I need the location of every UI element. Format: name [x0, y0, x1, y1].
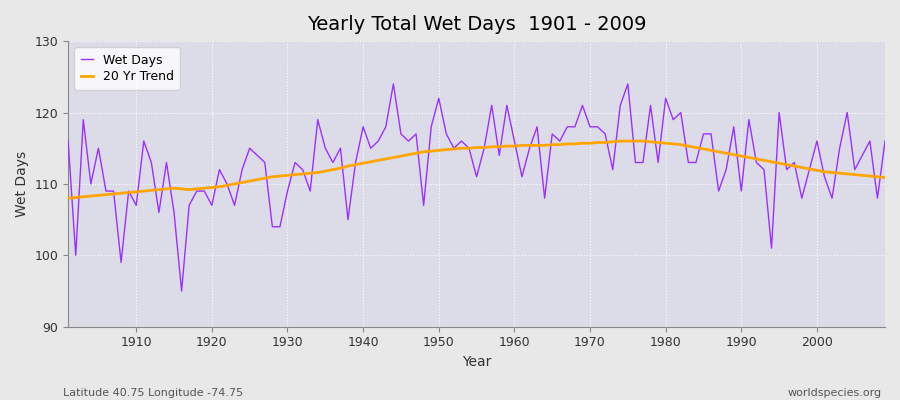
- 20 Yr Trend: [509, 144, 520, 148]
- 20 Yr Trend: [63, 196, 74, 200]
- Text: Latitude 40.75 Longitude -74.75: Latitude 40.75 Longitude -74.75: [63, 388, 243, 398]
- Wet Days: [517, 174, 527, 179]
- Wet Days: [879, 139, 890, 144]
- Line: 20 Yr Trend: 20 Yr Trend: [68, 141, 885, 198]
- 20 Yr Trend: [879, 175, 890, 180]
- Wet Days: [615, 103, 626, 108]
- Y-axis label: Wet Days: Wet Days: [15, 151, 29, 217]
- 20 Yr Trend: [501, 144, 512, 148]
- Wet Days: [297, 167, 308, 172]
- 20 Yr Trend: [615, 139, 626, 144]
- Wet Days: [343, 217, 354, 222]
- 20 Yr Trend: [123, 190, 134, 195]
- Title: Yearly Total Wet Days  1901 - 2009: Yearly Total Wet Days 1901 - 2009: [307, 15, 646, 34]
- 20 Yr Trend: [290, 172, 301, 177]
- Wet Days: [63, 139, 74, 144]
- Wet Days: [388, 82, 399, 86]
- 20 Yr Trend: [599, 140, 610, 145]
- Wet Days: [176, 289, 187, 294]
- Line: Wet Days: Wet Days: [68, 84, 885, 291]
- Wet Days: [123, 189, 134, 194]
- 20 Yr Trend: [335, 166, 346, 171]
- Wet Days: [524, 146, 535, 151]
- Legend: Wet Days, 20 Yr Trend: Wet Days, 20 Yr Trend: [75, 47, 180, 90]
- X-axis label: Year: Year: [462, 355, 491, 369]
- Text: worldspecies.org: worldspecies.org: [788, 388, 882, 398]
